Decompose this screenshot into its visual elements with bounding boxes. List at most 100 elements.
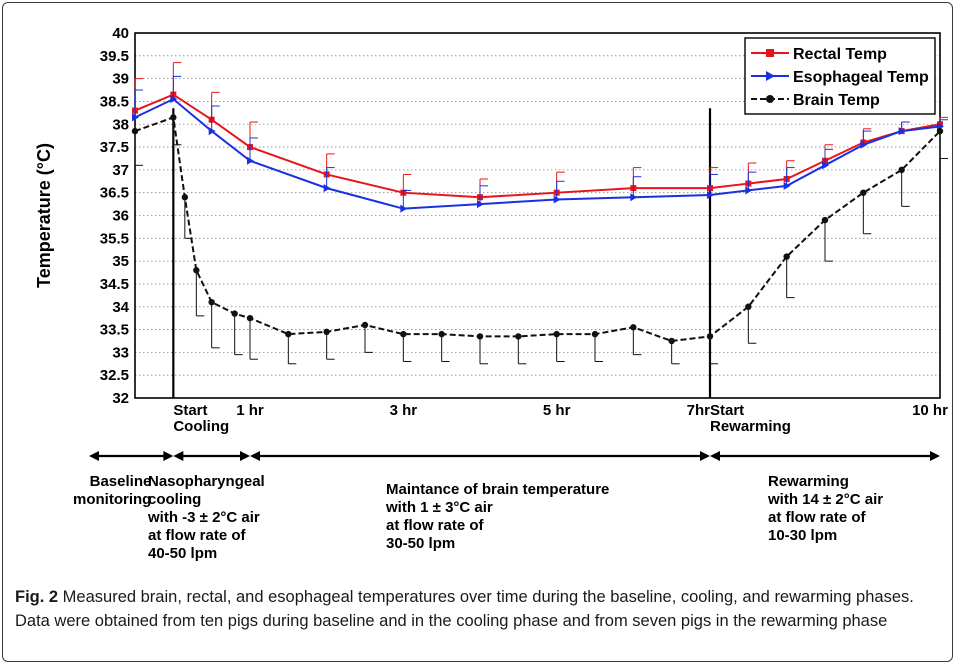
x-tick-label: Start bbox=[173, 402, 207, 419]
phase-line: Rewarming bbox=[768, 473, 849, 490]
data-point bbox=[591, 330, 599, 338]
phase-line: Maintance of brain temperature bbox=[386, 481, 610, 498]
series-line bbox=[134, 97, 941, 210]
data-point bbox=[745, 186, 753, 195]
y-tick-label: 34 bbox=[112, 299, 129, 316]
phase-line: with 1 ± 3°C air bbox=[386, 499, 493, 516]
data-point bbox=[477, 200, 484, 209]
legend-label: Esophageal Temp bbox=[793, 69, 929, 86]
y-tick-label: 32 bbox=[112, 390, 129, 407]
x-tick-label: 1 hr bbox=[236, 402, 264, 419]
legend-marker bbox=[766, 95, 774, 103]
data-point bbox=[361, 321, 369, 329]
data-point bbox=[630, 324, 637, 331]
caption-text: Measured brain, rectal, and esophageal t… bbox=[15, 588, 914, 630]
legend-label: Rectal Temp bbox=[793, 46, 887, 63]
y-tick-label: 37 bbox=[112, 162, 129, 179]
phase-label-baseline: Baseline monitoring bbox=[73, 473, 151, 509]
data-point bbox=[438, 330, 445, 338]
phase-line: 30-50 lpm bbox=[386, 535, 456, 552]
data-point bbox=[783, 253, 790, 260]
data-point bbox=[132, 113, 139, 122]
data-point bbox=[208, 298, 215, 306]
y-tick-label: 33 bbox=[112, 344, 129, 361]
data-point bbox=[247, 156, 254, 165]
data-point bbox=[208, 127, 216, 136]
phase-line: with 14 ± 2°C air bbox=[768, 491, 884, 508]
y-tick-label: 32.5 bbox=[100, 367, 129, 384]
data-point bbox=[400, 204, 408, 213]
y-tick-label: 34.5 bbox=[100, 276, 129, 293]
y-tick-label: 38.5 bbox=[100, 93, 129, 110]
y-tick-label: 40 bbox=[112, 25, 129, 42]
phase-line: with -3 ± 2°C air bbox=[148, 509, 260, 526]
arrowhead-left bbox=[250, 451, 260, 461]
legend-marker bbox=[766, 71, 775, 81]
data-point bbox=[170, 95, 178, 104]
y-tick-label: 39 bbox=[112, 71, 129, 88]
data-point bbox=[181, 194, 189, 201]
data-point bbox=[323, 328, 330, 336]
x-tick-label: Start bbox=[710, 402, 744, 419]
data-point bbox=[745, 303, 752, 310]
y-axis-label: Temperature (°C) bbox=[34, 143, 54, 288]
arrowhead-right bbox=[163, 451, 174, 461]
y-tick-label: 36.5 bbox=[100, 185, 129, 202]
data-point bbox=[131, 127, 139, 135]
x-tick-label: Rewarming bbox=[710, 418, 791, 435]
x-tick-label: 7hr bbox=[687, 402, 711, 419]
data-point bbox=[936, 127, 944, 135]
arrowhead-left bbox=[89, 451, 99, 461]
data-point bbox=[706, 333, 714, 340]
legend-marker bbox=[766, 49, 774, 57]
phase-line: Nasopharyngeal bbox=[148, 473, 265, 490]
phase-line: Baseline bbox=[89, 473, 152, 490]
x-tick-label: Cooling bbox=[173, 418, 229, 435]
data-point bbox=[553, 195, 561, 204]
data-point bbox=[821, 216, 829, 224]
arrowhead-left bbox=[173, 451, 184, 461]
plot-frame bbox=[134, 32, 941, 399]
data-point bbox=[285, 330, 292, 338]
y-tick-label: 38 bbox=[112, 116, 129, 133]
data-point bbox=[515, 333, 522, 340]
x-tick-label: 5 hr bbox=[543, 402, 571, 419]
series-brain-temp bbox=[131, 114, 948, 365]
data-point bbox=[553, 330, 560, 338]
legend-label: Brain Temp bbox=[793, 92, 880, 109]
phase-line: cooling bbox=[148, 491, 202, 508]
data-point bbox=[860, 189, 867, 196]
data-point bbox=[822, 161, 829, 170]
temperature-chart: 32 32.5 33 33.5 34 34.5 35 35.5 36 36.5 37 37.5 38 38… bbox=[34, 25, 948, 461]
phase-label-cooling: Nasopharyngeal cooling with -3 ± 2°C air… bbox=[148, 473, 265, 563]
arrowhead-right bbox=[930, 451, 940, 461]
phase-label-maintenance: Maintance of brain temperature with 1 ± … bbox=[386, 481, 609, 553]
data-point bbox=[323, 184, 331, 193]
data-point bbox=[231, 310, 238, 317]
data-point bbox=[476, 333, 484, 340]
arrowhead-right bbox=[700, 451, 710, 461]
data-point bbox=[898, 166, 905, 174]
data-point bbox=[246, 314, 254, 322]
y-tick-label: 35 bbox=[112, 253, 129, 270]
phase-line: 10-30 lpm bbox=[768, 527, 838, 544]
data-point bbox=[193, 267, 200, 274]
series-esophageal-temp bbox=[132, 75, 948, 213]
data-point bbox=[898, 127, 906, 136]
x-tick-label: 3 hr bbox=[390, 402, 418, 419]
data-point bbox=[707, 190, 714, 199]
y-tick-label: 35.5 bbox=[100, 230, 129, 247]
y-tick-label: 37.5 bbox=[100, 139, 129, 156]
x-tick-label: 10 hr bbox=[912, 402, 948, 419]
phase-line: at flow rate of bbox=[386, 517, 484, 534]
phase-line: 40-50 lpm bbox=[148, 545, 218, 562]
phase-line: monitoring bbox=[73, 491, 152, 508]
data-point bbox=[630, 193, 638, 202]
data-point bbox=[783, 181, 791, 190]
y-tick-label: 36 bbox=[112, 208, 129, 225]
data-point bbox=[400, 330, 407, 338]
phase-label-rewarming: Rewarming with 14 ± 2°C air at flow rate… bbox=[768, 473, 883, 545]
series-line bbox=[134, 93, 941, 199]
phase-line: at flow rate of bbox=[768, 509, 866, 526]
